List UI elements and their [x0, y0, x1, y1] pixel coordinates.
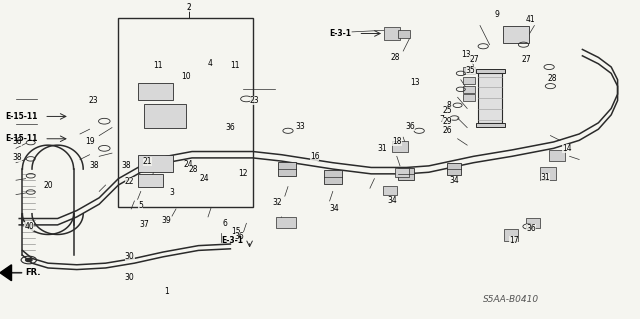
Text: 34: 34: [450, 176, 460, 185]
Text: 31: 31: [378, 144, 387, 153]
Text: 7: 7: [439, 115, 444, 124]
Text: 27: 27: [522, 55, 531, 63]
Text: 17: 17: [509, 236, 518, 245]
Text: 15: 15: [232, 227, 241, 236]
Bar: [276, 217, 296, 228]
Bar: [463, 77, 475, 84]
Text: 5: 5: [138, 201, 143, 210]
Text: 33: 33: [296, 122, 305, 130]
Text: 13: 13: [410, 78, 420, 87]
Bar: [395, 168, 409, 177]
Text: FR.: FR.: [26, 268, 41, 277]
Bar: [463, 94, 475, 101]
Text: 30: 30: [125, 252, 134, 261]
Text: 4: 4: [208, 59, 213, 68]
Text: 22: 22: [125, 177, 134, 186]
Text: 23: 23: [88, 96, 98, 105]
Text: 18: 18: [392, 137, 402, 146]
Text: 10: 10: [181, 72, 191, 81]
Bar: [398, 30, 410, 38]
Text: E-3-1: E-3-1: [330, 29, 351, 38]
Bar: [138, 155, 173, 172]
Bar: [118, 18, 253, 207]
Text: S5AA-B0410: S5AA-B0410: [483, 295, 540, 304]
Text: 34: 34: [387, 197, 397, 205]
Bar: [138, 174, 163, 187]
Bar: [144, 104, 186, 128]
Text: 37: 37: [140, 220, 149, 229]
Text: 32: 32: [272, 198, 282, 207]
Text: 14: 14: [562, 144, 572, 153]
Bar: [478, 73, 502, 123]
Text: 25: 25: [442, 106, 452, 115]
Text: 38: 38: [12, 137, 22, 146]
Text: 28: 28: [189, 165, 198, 174]
Text: 19: 19: [85, 137, 95, 146]
Bar: [384, 27, 400, 40]
Text: 28: 28: [390, 53, 400, 62]
Text: 39: 39: [162, 216, 172, 225]
Text: 24: 24: [200, 174, 210, 183]
Bar: [540, 167, 556, 180]
Bar: [476, 123, 505, 127]
Text: 3: 3: [169, 189, 174, 197]
Text: E-15-11: E-15-11: [5, 112, 38, 121]
Text: 26: 26: [442, 126, 452, 135]
Text: E-15-11: E-15-11: [5, 134, 38, 143]
Text: 11: 11: [230, 61, 240, 70]
Text: 2: 2: [186, 4, 191, 12]
Text: 36: 36: [526, 224, 536, 233]
Bar: [324, 170, 342, 184]
Bar: [503, 26, 529, 43]
Text: 1: 1: [164, 287, 169, 296]
Text: 13: 13: [461, 50, 470, 59]
Text: 38: 38: [12, 153, 22, 162]
Bar: [463, 67, 475, 74]
Bar: [463, 86, 475, 93]
Bar: [504, 229, 518, 241]
Bar: [398, 168, 415, 180]
Bar: [392, 141, 408, 152]
Text: E-3-1: E-3-1: [221, 236, 243, 245]
Text: 24: 24: [184, 160, 194, 169]
Text: 12: 12: [238, 169, 248, 178]
Text: 38: 38: [90, 161, 99, 170]
Text: 38: 38: [122, 161, 131, 170]
Text: 8: 8: [447, 101, 451, 110]
Text: 31: 31: [541, 173, 550, 182]
Text: 6: 6: [223, 219, 228, 228]
Circle shape: [26, 258, 32, 262]
Bar: [138, 83, 173, 100]
Polygon shape: [0, 265, 12, 281]
Text: 20: 20: [43, 181, 53, 189]
Bar: [447, 163, 461, 175]
Text: 35: 35: [466, 66, 476, 75]
Text: 23: 23: [250, 96, 259, 105]
Bar: [383, 186, 397, 195]
Text: 16: 16: [310, 152, 319, 161]
Text: 30: 30: [125, 273, 134, 282]
Text: 29: 29: [442, 117, 452, 126]
Text: 36: 36: [225, 123, 235, 132]
Bar: [476, 69, 505, 73]
Text: 36: 36: [235, 232, 244, 241]
Bar: [526, 218, 540, 228]
Text: 40: 40: [24, 222, 34, 231]
Bar: [549, 150, 565, 161]
Text: 36: 36: [405, 122, 415, 130]
Text: 28: 28: [547, 74, 557, 83]
Bar: [278, 162, 296, 176]
Text: 21: 21: [143, 157, 152, 166]
Text: 9: 9: [494, 10, 499, 19]
Text: 27: 27: [469, 55, 479, 63]
Text: 41: 41: [526, 15, 536, 24]
Text: 34: 34: [330, 204, 339, 213]
Text: 11: 11: [154, 61, 163, 70]
